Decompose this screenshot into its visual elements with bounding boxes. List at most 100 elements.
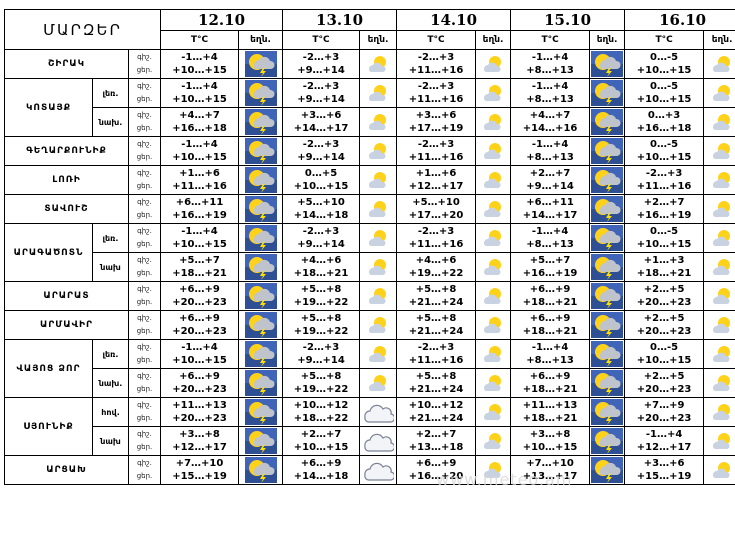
night-temp: +10…+12 <box>293 400 349 411</box>
temperature-cell: +2…+7 +9…+14 <box>510 165 591 195</box>
date-header: 16.10 <box>624 9 735 31</box>
day-label: ցեր. <box>136 153 153 161</box>
partly-cloudy-icon <box>480 54 506 74</box>
temperature-cell: -1…+4 +12…+17 <box>624 426 705 456</box>
temperature-cell: -1…+4 +10…+15 <box>160 339 240 369</box>
partly-cloudy-icon <box>480 286 506 306</box>
temperature-cell: 0…-5 +10…+15 <box>624 136 705 166</box>
partly-cloudy-icon <box>365 286 391 306</box>
temperature-cell: +7…+9 +20…+23 <box>624 397 705 427</box>
table-row: ՎԱՅՈՑ ՁՈՐ լեռ. գիշ. ցեր. -1…+4 +10…+15 -2…+3 +9… <box>4 339 735 398</box>
weather-icon-cell <box>589 281 626 311</box>
temperature-cell: 0…-5 +10…+15 <box>624 78 705 108</box>
night-temp: +1…+6 <box>179 168 220 179</box>
temperature-cell: +2…+7 +16…+19 <box>624 194 705 224</box>
temperature-cell: -2…+3 +11…+16 <box>624 165 705 195</box>
day-temp: +9…+14 <box>297 355 345 366</box>
day-temp: +18…+21 <box>636 268 692 279</box>
day-temp: +10…+15 <box>636 239 692 250</box>
partly-cloudy-icon <box>709 344 735 364</box>
thunderstorm-icon <box>591 167 624 193</box>
temperature-cell: -1…+4 +10…+15 <box>160 78 240 108</box>
thunderstorm-icon <box>591 80 624 106</box>
weather-icon-cell <box>703 223 735 253</box>
time-of-day-labels: գիշ. ցեր. <box>127 339 162 369</box>
day-temp: +11…+16 <box>408 239 464 250</box>
thunderstorm-icon <box>244 254 277 280</box>
weather-icon-cell <box>703 455 735 485</box>
night-temp: -1…+4 <box>531 81 569 92</box>
weather-icon-cell <box>475 310 512 340</box>
partly-cloudy-icon <box>365 199 391 219</box>
weather-icon-cell <box>703 310 735 340</box>
thunderstorm-icon <box>244 341 277 367</box>
day-temp: +19…+22 <box>293 384 349 395</box>
temperature-cell: -1…+4 +10…+15 <box>160 49 240 79</box>
thunderstorm-icon <box>244 283 277 309</box>
day-temp: +10…+15 <box>172 239 227 250</box>
temperature-cell: +5…+8 +21…+24 <box>396 368 477 398</box>
night-label: գիշ. <box>137 430 152 438</box>
table-row: ԱՐՄԱՎԻՐ գիշ. ցեր. +6…+9 +20…+23 +5…+8 +19…+22 +… <box>4 310 735 340</box>
region-name: ՏԱՎՈՒՇ <box>4 194 129 224</box>
night-temp: +1…+6 <box>415 168 457 179</box>
night-temp: +7…+9 <box>643 400 685 411</box>
partly-cloudy-icon <box>365 344 391 364</box>
night-temp: -2…+3 <box>302 342 340 353</box>
temperature-cell: 0…-5 +10…+15 <box>624 223 705 253</box>
day-temp: +19…+22 <box>408 268 464 279</box>
thunderstorm-icon <box>244 312 277 338</box>
day-temp: +12…+17 <box>172 442 227 453</box>
temperature-cell: -2…+3 +9…+14 <box>282 339 361 369</box>
weather-icon-cell <box>475 107 512 137</box>
night-temp: +4…+7 <box>179 110 220 121</box>
night-temp: +3…+8 <box>529 429 571 440</box>
day-temp: +19…+22 <box>293 326 349 337</box>
night-temp: +5…+8 <box>300 371 342 382</box>
weather-icon-cell <box>475 397 512 427</box>
temperature-cell: +2…+5 +20…+23 <box>624 310 705 340</box>
day-label: ցեր. <box>136 124 153 132</box>
night-label: գիշ. <box>137 53 152 61</box>
temperature-cell: +6…+9 +18…+21 <box>510 281 591 311</box>
weather-icon-cell <box>703 107 735 137</box>
partly-cloudy-icon <box>709 373 735 393</box>
temperature-cell: 0…+3 +16…+18 <box>624 107 705 137</box>
weather-icon-cell <box>359 223 398 253</box>
thunderstorm-icon <box>244 225 277 251</box>
partly-cloudy-icon <box>480 228 506 248</box>
night-temp: +4…+6 <box>415 255 457 266</box>
weather-icon-cell <box>475 136 512 166</box>
day-temp: +21…+24 <box>408 413 464 424</box>
weather-icon-cell <box>475 194 512 224</box>
partly-cloudy-icon <box>480 170 506 190</box>
weather-icon-cell <box>359 339 398 369</box>
day-temp: +16…+19 <box>636 210 692 221</box>
partly-cloudy-icon <box>709 199 735 219</box>
partly-cloudy-icon <box>709 402 735 422</box>
partly-cloudy-icon <box>365 170 391 190</box>
partly-cloudy-icon <box>709 83 735 103</box>
temp-col-header: T°C <box>510 30 591 50</box>
day-label: ցեր. <box>136 443 153 451</box>
icon-col-header: եղն. <box>703 30 735 50</box>
time-of-day-labels: գիշ. ցեր. <box>127 165 162 195</box>
weather-icon-cell <box>589 455 626 485</box>
night-label: գիշ. <box>137 140 152 148</box>
weather-icon-cell <box>238 107 284 137</box>
night-label: գիշ. <box>137 343 152 351</box>
table-row: ԱՐԱՐԱՏ գիշ. ցեր. +6…+9 +20…+23 +5…+8 +19…+22 +5… <box>4 281 735 311</box>
thunderstorm-icon <box>244 196 277 222</box>
temperature-cell: +5…+8 +21…+24 <box>396 310 477 340</box>
zone-label: հով. <box>92 397 129 427</box>
temperature-cell: 0…-5 +10…+15 <box>624 49 705 79</box>
thunderstorm-icon <box>244 167 277 193</box>
forecast-table: ՄԱՐԶԵՐ 12.10 13.10 14.10 15.10 16.10 T°C եղն. T°… <box>3 9 735 485</box>
day-temp: +8…+13 <box>526 65 574 76</box>
cloud-icon <box>362 430 395 452</box>
temperature-cell: -1…+4 +10…+15 <box>160 136 240 166</box>
partly-cloudy-icon <box>365 373 391 393</box>
region-name: ԼՈՌԻ <box>4 165 129 195</box>
day-temp: +14…+16 <box>522 123 578 134</box>
night-temp: +3…+6 <box>415 110 457 121</box>
